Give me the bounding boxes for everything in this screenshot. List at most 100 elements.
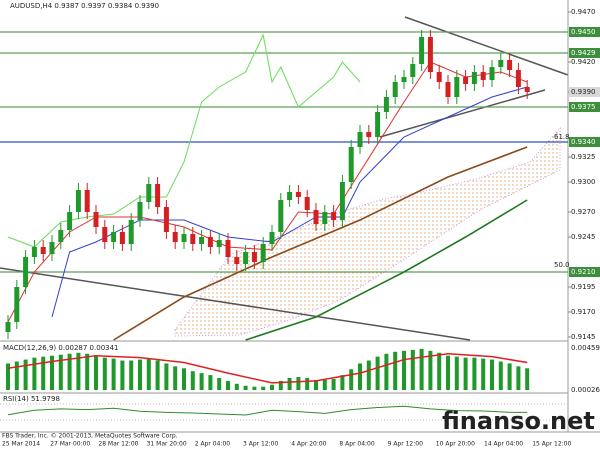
x-tick-label: 14 Apr 04:00 [484, 441, 523, 448]
y-tick-label: 0.00459 [571, 344, 600, 352]
candle-body [172, 232, 178, 242]
indicator-line [7, 61, 528, 323]
macd-bar [190, 371, 195, 390]
indicator-line [113, 146, 528, 341]
macd-bar [252, 386, 257, 390]
y-tick-label: 0.9170 [571, 308, 596, 316]
candle-body [331, 212, 337, 220]
candle-body [225, 240, 231, 257]
candle-body [128, 220, 134, 244]
macd-bar [129, 360, 134, 390]
macd-bar [410, 349, 415, 390]
candle-body [93, 212, 99, 227]
macd-bar [525, 368, 530, 390]
candle-body [181, 234, 187, 242]
macd-bar [243, 385, 248, 390]
candle-body [427, 37, 433, 72]
candle-body [287, 192, 293, 200]
macd-bar [454, 356, 459, 390]
candle-body [322, 212, 328, 224]
macd-bar [287, 377, 292, 390]
y-tick-label: 0.00026 [571, 386, 600, 394]
candle-body [216, 240, 222, 247]
macd-bar [375, 356, 380, 390]
macd-bar [481, 358, 486, 390]
candle-body [243, 252, 249, 264]
macd-bar [331, 378, 336, 390]
candle-body [392, 82, 398, 97]
macd-bar [340, 375, 345, 390]
macd-bar [32, 357, 37, 390]
candle-body [419, 37, 425, 64]
price-box [569, 87, 600, 97]
candle-body [102, 227, 108, 242]
candle-body [454, 77, 460, 97]
candle-body [199, 237, 205, 244]
candle-body [137, 202, 143, 220]
macd-bar [50, 355, 54, 390]
candle-body [75, 190, 81, 212]
macd-bar [358, 363, 362, 390]
y-tick-label: 0.9390 [571, 88, 596, 96]
macd-bar [296, 377, 301, 390]
macd-bar [208, 375, 213, 390]
macd-bar [393, 351, 398, 390]
y-tick-label: 0.9195 [571, 283, 596, 291]
macd-bar [146, 358, 151, 390]
macd-bar [314, 379, 318, 390]
fib-label: 61.8 [554, 133, 570, 141]
x-tick-label: 15 Apr 12:00 [532, 441, 571, 448]
macd-bar [155, 360, 160, 390]
candle-body [40, 247, 46, 254]
candle-body [163, 207, 169, 232]
macd-bar [58, 354, 63, 390]
candle-body [84, 190, 90, 212]
candle-body [234, 257, 240, 264]
candle-body [524, 87, 530, 92]
x-tick-label: 27 Mar 00:00 [50, 441, 90, 448]
candle-body [207, 237, 213, 247]
macd-bar [428, 350, 433, 390]
y-tick-label: 0.9420 [571, 58, 596, 66]
candle-body [436, 72, 442, 82]
watermark: finanso.net [442, 407, 595, 435]
candle-body [58, 230, 64, 242]
price-box [569, 137, 600, 147]
candle-body [251, 252, 257, 262]
candle-body [463, 77, 469, 84]
macd-bar [111, 358, 116, 390]
indicator-line [245, 199, 528, 341]
candle-body [31, 247, 37, 257]
macd-bar [234, 383, 239, 390]
indicator-line [7, 352, 528, 384]
candle-body [49, 242, 55, 254]
macd-bar [6, 363, 10, 390]
x-tick-label: 31 Mar 20:00 [147, 441, 187, 448]
indicator-line [7, 405, 528, 416]
macd-bar [102, 357, 107, 390]
y-tick-label: 0.9470 [571, 8, 596, 16]
macd-bar [402, 350, 406, 390]
macd-bar [41, 356, 46, 390]
candle-body [348, 147, 354, 182]
candle-body [366, 132, 372, 137]
y-tick-label: 0.9210 [571, 268, 596, 276]
cloud [174, 126, 561, 337]
price-box [569, 267, 600, 277]
macd-bar [85, 353, 90, 390]
candle-body [304, 197, 310, 210]
macd-bar [463, 357, 468, 390]
candle-body [489, 67, 495, 80]
candle-body [375, 112, 381, 137]
candle-body [480, 72, 486, 80]
x-tick-label: 2 Apr 04:00 [195, 441, 230, 448]
candle-body [445, 82, 451, 97]
macd-bar [384, 353, 389, 390]
macd-bar [164, 363, 169, 390]
x-tick-label: 8 Apr 04:00 [339, 441, 374, 448]
x-tick-label: 25 Mar 2014 [2, 441, 40, 448]
macd-bar [94, 355, 98, 390]
macd-bar [270, 384, 274, 390]
candle-body [339, 182, 345, 220]
